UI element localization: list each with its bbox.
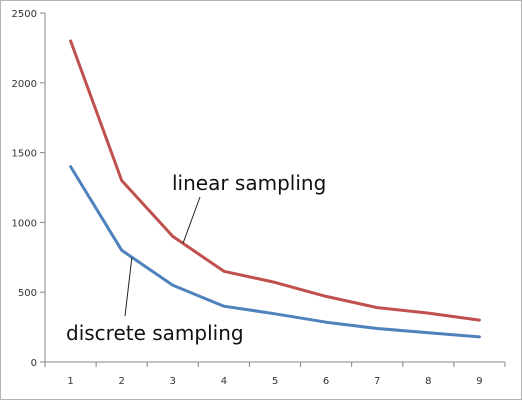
x-tick-label: 5 — [272, 376, 278, 387]
y-axis-ticks: 0 500 1000 1500 2000 2500 — [12, 9, 45, 369]
x-tick-label: 2 — [118, 376, 124, 387]
y-tick-label: 500 — [18, 288, 37, 299]
y-tick-label: 2000 — [12, 79, 37, 90]
series-layer — [69, 39, 481, 339]
y-tick-label: 1000 — [12, 218, 37, 229]
x-tick-label: 7 — [374, 376, 380, 387]
x-tick-label: 1 — [67, 376, 73, 387]
x-tick-label: 9 — [476, 376, 482, 387]
annotation-leader-line — [124, 257, 133, 317]
x-axis-ticks: 1 2 3 4 5 6 7 8 9 — [44, 362, 506, 387]
y-tick-label: 1500 — [12, 149, 37, 160]
series-line-1 — [69, 165, 481, 339]
x-tick-label: 4 — [221, 376, 227, 387]
x-tick-label: 8 — [425, 376, 431, 387]
series-line-0 — [69, 39, 481, 322]
y-tick-label: 2500 — [12, 9, 37, 20]
x-tick-label: 6 — [323, 376, 329, 387]
y-tick-label: 0 — [31, 358, 37, 369]
annotation-layer: linear sampling discrete sampling — [66, 171, 326, 345]
x-tick-label: 3 — [170, 376, 176, 387]
annotation-label: linear sampling — [172, 171, 326, 195]
annotation-label: discrete sampling — [66, 321, 244, 345]
annotation-leader-line — [182, 196, 201, 244]
